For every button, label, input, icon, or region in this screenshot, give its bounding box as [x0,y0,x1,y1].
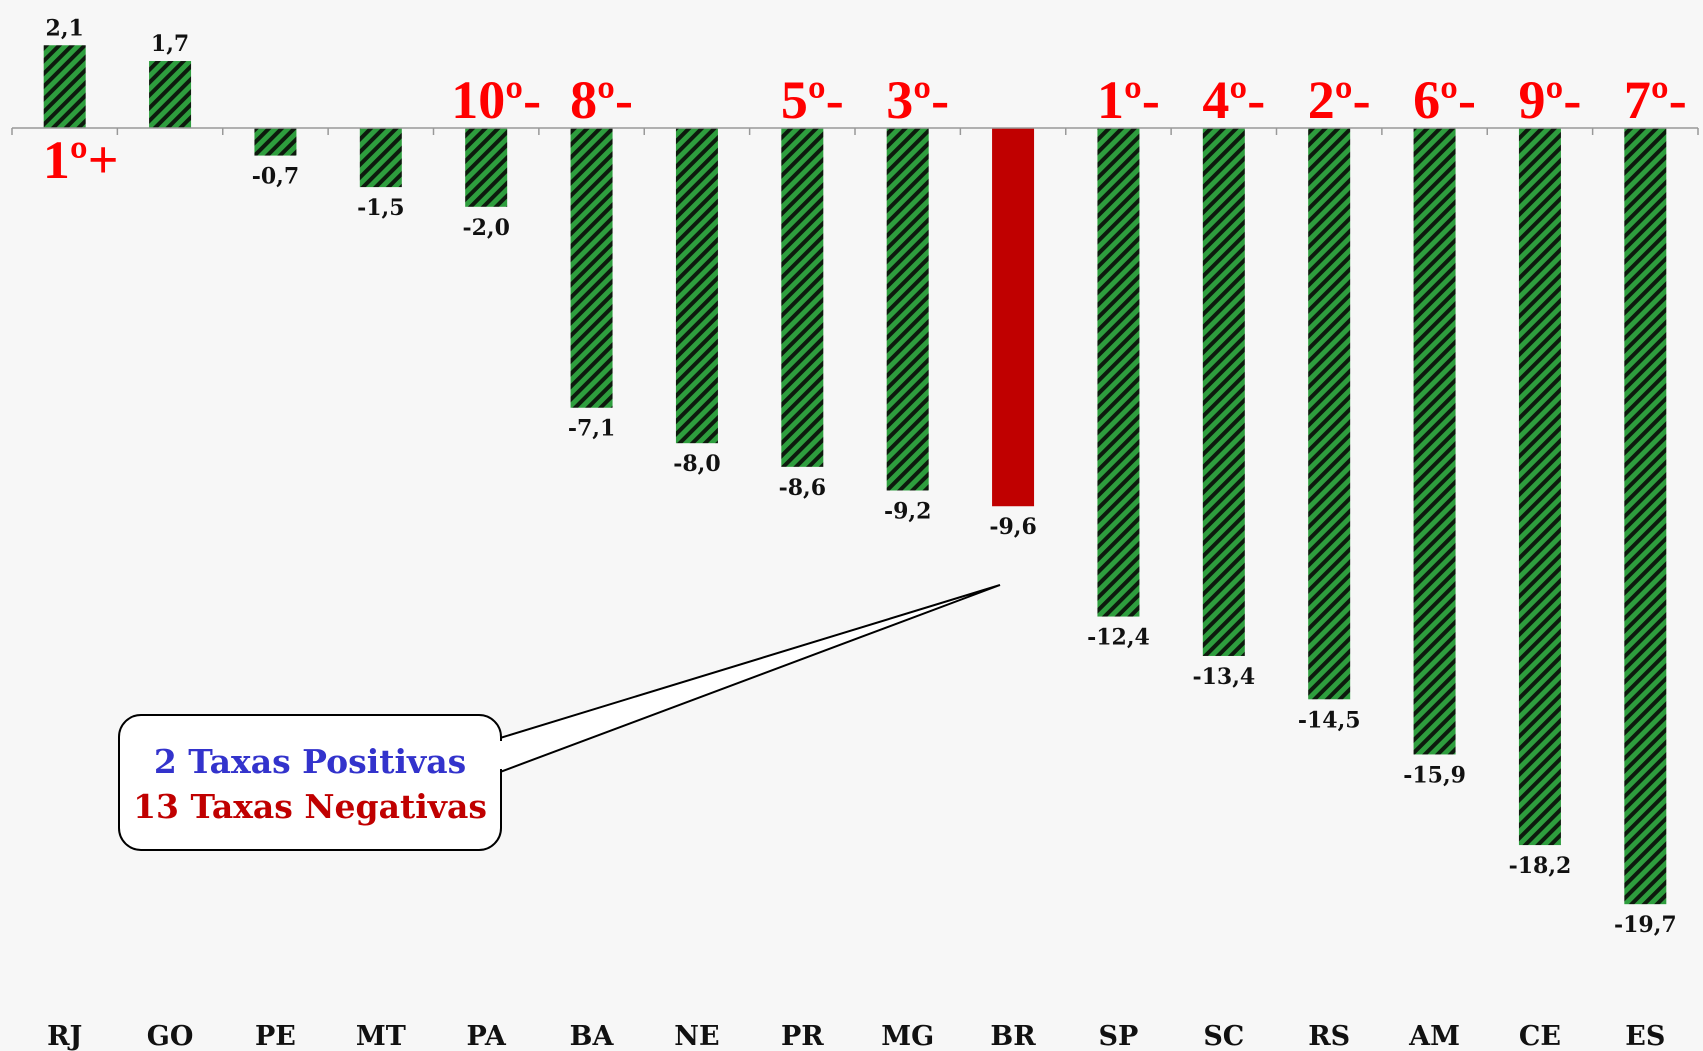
bar-ce [1518,128,1561,846]
category-label-ne: NE [674,1021,719,1051]
category-label-rj: RJ [47,1021,82,1051]
bar-es [1624,128,1667,905]
bar-pa [465,128,508,207]
bar-group [43,45,1667,905]
bar-pe [254,128,297,156]
value-label-sp: -12,4 [1087,625,1150,651]
callout-seam [494,741,503,769]
value-label-mg: -9,2 [884,498,931,524]
bar-pr [781,128,824,467]
category-label-go: GO [147,1021,194,1051]
rank-label-ba: 8º- [570,70,633,130]
value-label-br: -9,6 [989,514,1036,540]
bar-rj [43,45,86,129]
bar-sp [1097,128,1140,617]
bar-go [149,61,192,128]
rank-label-pr: 5º- [781,70,844,130]
value-label-pe: -0,7 [252,164,299,190]
category-label-mg: MG [881,1021,934,1051]
category-label-mt: MT [356,1021,406,1051]
category-label-sp: SP [1099,1021,1139,1051]
rank-label-sc: 4º- [1202,70,1265,130]
bar-ne [675,128,718,444]
axis-ticks [11,128,1699,135]
category-label-es: ES [1625,1021,1665,1051]
value-label-es: -19,7 [1614,912,1677,938]
bar-sc [1202,128,1245,656]
callout-negative-text: 13 Taxas Negativas [133,787,487,826]
rank-label-pa: 10º- [451,70,541,130]
bar-mg [886,128,929,491]
rank-label-sp: 1º- [1097,70,1160,130]
category-label-pe: PE [255,1021,296,1051]
callout-pointer [499,584,1001,774]
value-label-ba: -7,1 [568,416,615,442]
category-label-am: AM [1408,1021,1460,1051]
rank-labels: 1º+ 10º- 8º- 5º- 3º- 1º- 4º- 2º- 6º- 9º- 7º- [43,70,1687,190]
value-label-pr: -8,6 [779,475,826,501]
rank-label-rs: 2º- [1308,70,1371,130]
value-label-go: 1,7 [151,31,189,57]
rank-label-mg: 3º- [886,70,949,130]
category-label-ce: CE [1519,1021,1561,1051]
value-labels: 2,1 1,7 -0,7 -1,5 -2,0 -7,1 -8,0 -8,6 -9,2 -9,6 -1… [46,15,1677,938]
value-label-sc: -13,4 [1192,664,1255,690]
category-label-sc: SC [1203,1021,1244,1051]
category-labels: RJ GO PE MT PA BA NE PR MG BR SP SC RS AM CE ES [47,1021,1665,1051]
value-label-rj: 2,1 [46,15,84,41]
bar-am [1413,128,1456,755]
callout: 2 Taxas Positivas 13 Taxas Negativas [118,584,1001,851]
category-label-pa: PA [467,1021,507,1051]
bar-rs [1308,128,1351,700]
category-label-pr: PR [781,1021,824,1051]
category-label-br: BR [990,1021,1036,1051]
value-label-pa: -2,0 [462,215,509,241]
value-label-rs: -14,5 [1298,707,1361,733]
value-label-mt: -1,5 [357,195,404,221]
rank-label-ce: 9º- [1519,70,1582,130]
value-label-ce: -18,2 [1509,853,1572,879]
value-label-ne: -8,0 [673,451,720,477]
value-label-am: -15,9 [1403,762,1466,788]
category-label-ba: BA [570,1021,615,1051]
rank-label-es: 7º- [1624,70,1687,130]
rank-label-rj: 1º+ [43,130,119,190]
category-label-rs: RS [1308,1021,1350,1051]
bar-br [992,128,1035,507]
callout-positive-text: 2 Taxas Positivas [154,742,466,781]
bar-mt [359,128,402,188]
bar-ba [570,128,613,408]
rank-label-am: 6º- [1413,70,1476,130]
callout-box [118,714,502,851]
